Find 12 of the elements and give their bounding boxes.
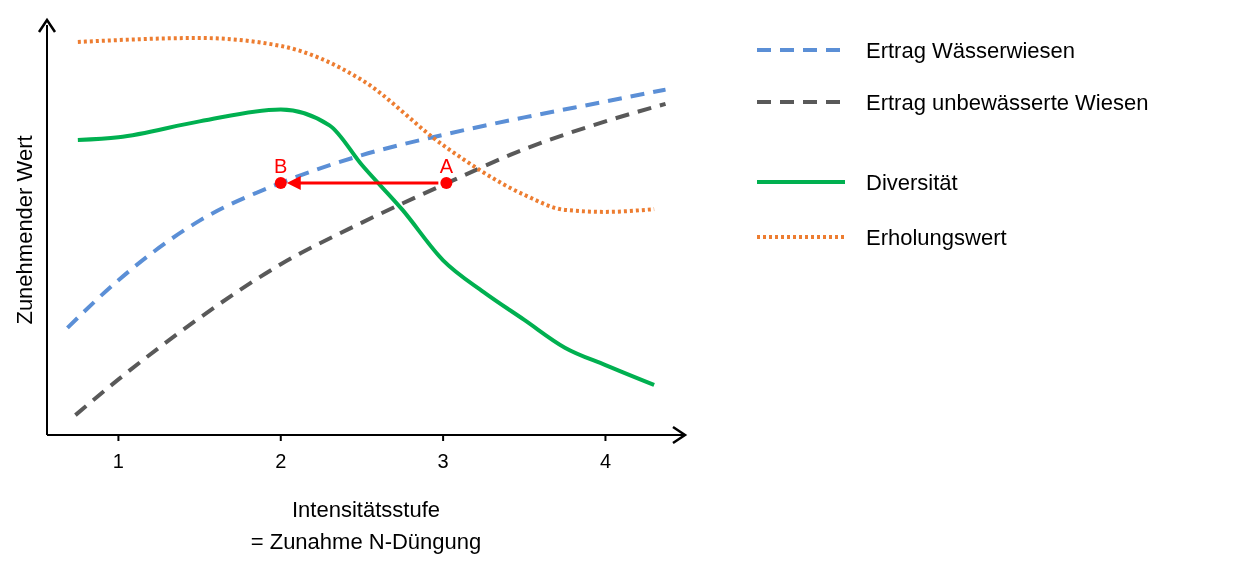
annotation: B bbox=[274, 154, 288, 177]
x-tick-label: 4 bbox=[599, 450, 612, 472]
x-tick-label: 1 bbox=[112, 450, 124, 472]
legend-label: Erholungswert bbox=[866, 225, 1007, 250]
x-axis-title: Intensitätsstufe = Zunahme N-Düngung bbox=[250, 497, 482, 554]
y-axis-title: Zunehmender Wert bbox=[12, 135, 37, 325]
legend-label: Diversität bbox=[866, 170, 958, 195]
legend-label: Ertrag unbewässerte Wiesen bbox=[866, 90, 1149, 115]
legend-label: Ertrag Wässerwiesen bbox=[866, 38, 1076, 63]
x-tick-label: 2 bbox=[275, 450, 287, 472]
annotation: A bbox=[439, 154, 454, 177]
x-tick-label: 3 bbox=[437, 450, 449, 472]
